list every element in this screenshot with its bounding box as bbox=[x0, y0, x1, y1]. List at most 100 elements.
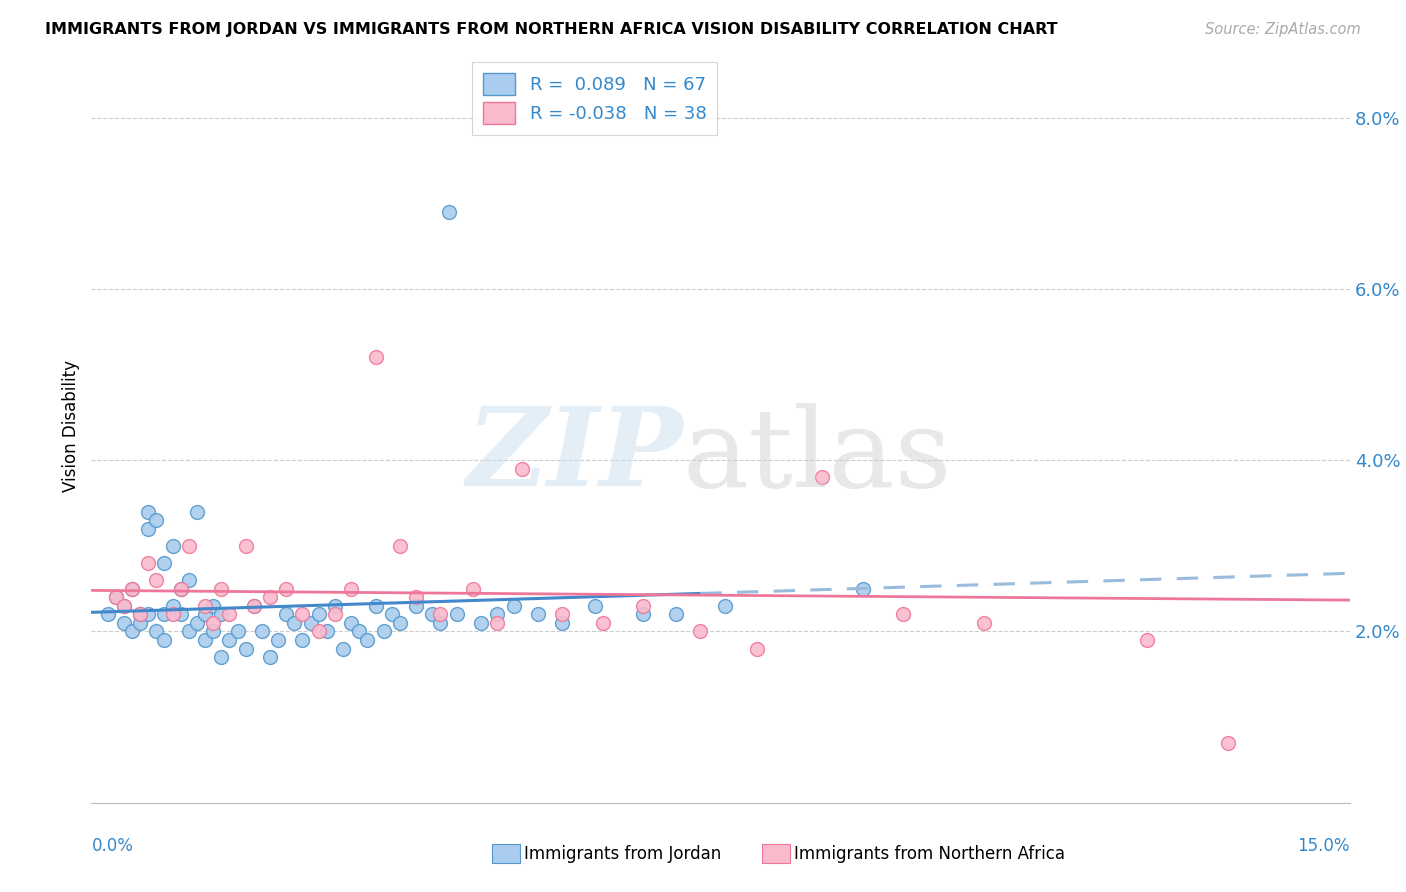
Point bbox=[291, 633, 314, 648]
Point bbox=[356, 633, 378, 648]
Text: 0.0%: 0.0% bbox=[91, 837, 134, 855]
Point bbox=[209, 607, 232, 622]
Point bbox=[633, 599, 655, 613]
Point bbox=[583, 599, 606, 613]
Point bbox=[1136, 633, 1159, 648]
Point bbox=[153, 633, 176, 648]
Point bbox=[104, 591, 127, 605]
Text: 15.0%: 15.0% bbox=[1298, 837, 1350, 855]
Point bbox=[153, 556, 176, 570]
Point bbox=[235, 641, 257, 656]
Point bbox=[291, 607, 314, 622]
Point bbox=[349, 624, 371, 639]
Point bbox=[388, 539, 411, 553]
Point bbox=[226, 624, 249, 639]
Point bbox=[510, 462, 533, 476]
Point bbox=[973, 615, 995, 630]
Point bbox=[502, 599, 524, 613]
Point bbox=[381, 607, 404, 622]
Text: Immigrants from Northern Africa: Immigrants from Northern Africa bbox=[794, 845, 1066, 863]
Point bbox=[162, 607, 184, 622]
Point bbox=[170, 582, 193, 596]
Legend: R =  0.089   N = 67, R = -0.038   N = 38: R = 0.089 N = 67, R = -0.038 N = 38 bbox=[472, 62, 717, 135]
Point bbox=[276, 582, 298, 596]
Point bbox=[129, 615, 152, 630]
Point bbox=[405, 591, 427, 605]
Point bbox=[429, 615, 451, 630]
Point bbox=[689, 624, 711, 639]
Point bbox=[308, 607, 330, 622]
Point bbox=[129, 607, 152, 622]
Point bbox=[136, 607, 159, 622]
Point bbox=[323, 599, 346, 613]
Point bbox=[121, 582, 143, 596]
Point bbox=[446, 607, 468, 622]
Point bbox=[713, 599, 735, 613]
Point bbox=[340, 615, 363, 630]
Point bbox=[177, 573, 200, 587]
Point bbox=[218, 607, 240, 622]
Point bbox=[891, 607, 914, 622]
Point bbox=[186, 615, 208, 630]
Point bbox=[136, 505, 159, 519]
Point bbox=[665, 607, 688, 622]
Point bbox=[811, 470, 834, 484]
Point bbox=[170, 582, 193, 596]
Point bbox=[121, 582, 143, 596]
Point bbox=[209, 582, 232, 596]
Point bbox=[112, 599, 135, 613]
Point bbox=[592, 615, 614, 630]
Point bbox=[486, 607, 509, 622]
Point bbox=[235, 539, 257, 553]
Point bbox=[461, 582, 484, 596]
Point bbox=[136, 522, 159, 536]
Point bbox=[97, 607, 120, 622]
Text: Source: ZipAtlas.com: Source: ZipAtlas.com bbox=[1205, 22, 1361, 37]
Point bbox=[129, 607, 152, 622]
Text: atlas: atlas bbox=[683, 402, 952, 509]
Point bbox=[470, 615, 492, 630]
Point bbox=[332, 641, 354, 656]
Point bbox=[104, 591, 127, 605]
Point bbox=[162, 539, 184, 553]
Point bbox=[202, 624, 225, 639]
Point bbox=[551, 615, 574, 630]
Point bbox=[527, 607, 550, 622]
Point bbox=[1216, 736, 1239, 750]
Point bbox=[315, 624, 337, 639]
Point bbox=[259, 650, 281, 665]
Text: Immigrants from Jordan: Immigrants from Jordan bbox=[524, 845, 721, 863]
Point bbox=[136, 556, 159, 570]
Point bbox=[551, 607, 574, 622]
Point bbox=[422, 607, 444, 622]
Point bbox=[177, 539, 200, 553]
Text: ZIP: ZIP bbox=[467, 402, 683, 510]
Point bbox=[283, 615, 305, 630]
Point bbox=[194, 633, 217, 648]
Y-axis label: Vision Disability: Vision Disability bbox=[62, 360, 80, 491]
Point bbox=[177, 624, 200, 639]
Point bbox=[267, 633, 290, 648]
Point bbox=[145, 573, 167, 587]
Point bbox=[145, 624, 167, 639]
Point bbox=[429, 607, 451, 622]
Point bbox=[112, 599, 135, 613]
Point bbox=[121, 624, 143, 639]
Point bbox=[242, 599, 264, 613]
Point bbox=[364, 599, 387, 613]
Point bbox=[209, 650, 232, 665]
Point bbox=[186, 505, 208, 519]
Point bbox=[364, 351, 387, 365]
Point bbox=[340, 582, 363, 596]
Point bbox=[299, 615, 322, 630]
Point bbox=[852, 582, 875, 596]
Point bbox=[486, 615, 509, 630]
Point bbox=[388, 615, 411, 630]
Point bbox=[170, 607, 193, 622]
Point bbox=[218, 633, 240, 648]
Point bbox=[112, 615, 135, 630]
Point bbox=[437, 204, 460, 219]
Point bbox=[250, 624, 273, 639]
Point bbox=[242, 599, 264, 613]
Point bbox=[259, 591, 281, 605]
